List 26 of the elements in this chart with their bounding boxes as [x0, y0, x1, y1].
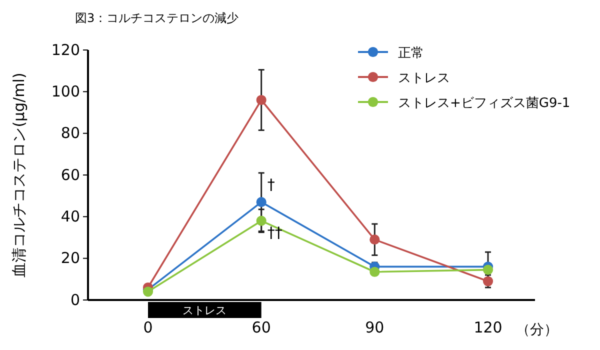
- y-tick-label: 20: [60, 249, 80, 268]
- text: ストレス: [182, 304, 227, 317]
- x-tick-label: 90: [365, 318, 384, 337]
- x-tick-label: 120: [474, 318, 502, 337]
- point: [482, 276, 494, 286]
- legend-label: 正常: [398, 46, 424, 61]
- legend-label: ストレス+ビフィズス菌G9-1: [398, 96, 570, 111]
- legend-label: ストレス: [398, 71, 450, 86]
- annotation: ††: [267, 224, 283, 242]
- y-tick-label: 100: [51, 82, 80, 100]
- point: [256, 94, 266, 106]
- y-tick-label: 120: [51, 40, 80, 59]
- chart-title: 図3：コルチコステロンの減少: [75, 11, 239, 25]
- x-tick-label: 0: [143, 318, 153, 337]
- annotation: †: [267, 176, 276, 194]
- y-tick-label: 40: [60, 207, 80, 226]
- point: [370, 266, 380, 277]
- y-tick-label: 0: [70, 290, 80, 309]
- y-tick-label: 60: [60, 166, 80, 184]
- point: [256, 197, 266, 208]
- y-tick-label: 80: [60, 124, 80, 142]
- point: [370, 234, 380, 245]
- x-axis-title: （分）: [516, 322, 558, 338]
- y-axis-title: 血清コルチコステロン(μg/ml): [10, 72, 28, 278]
- x-tick-label: 60: [252, 318, 271, 337]
- point: [256, 216, 266, 226]
